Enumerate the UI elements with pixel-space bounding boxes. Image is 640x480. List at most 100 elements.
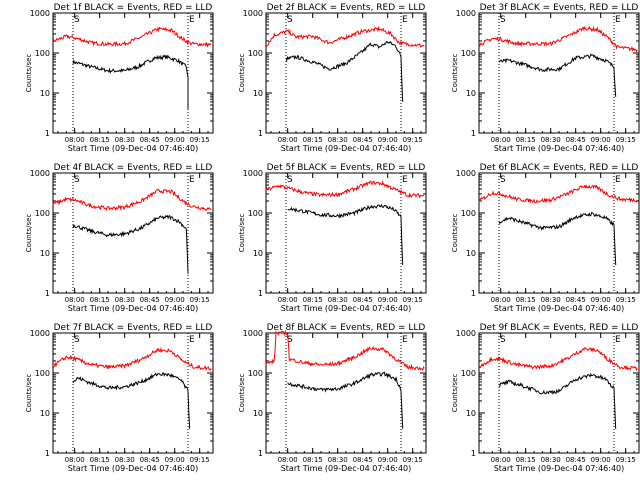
events-series-line (72, 214, 189, 274)
y-tick-label: 10 (253, 249, 263, 258)
plot-frame (478, 332, 640, 454)
end-marker-label: E (615, 15, 621, 25)
x-tick-label: 09:15 (616, 296, 636, 304)
y-tick-label: 10 (253, 89, 263, 98)
x-tick-label: 08:00 (491, 296, 511, 304)
x-axis-label: Start Time (09-Dec-04 07:46:40) (68, 304, 199, 313)
x-tick-label: 09:15 (190, 296, 210, 304)
events-series-line (285, 40, 404, 102)
y-tick-label: 1000 (243, 9, 263, 18)
end-marker-label: E (402, 15, 408, 25)
x-axis-label: Start Time (09-Dec-04 07:46:40) (281, 144, 412, 153)
panel-title: Det 8f BLACK = Events, RED = LLD (267, 323, 426, 333)
x-tick-label: 08:15 (516, 296, 536, 304)
x-tick-label: 08:30 (541, 296, 561, 304)
x-tick-label: 09:15 (403, 296, 423, 304)
events-series-line (72, 54, 189, 109)
x-axis-label: Start Time (09-Dec-04 07:46:40) (494, 144, 625, 153)
y-tick-label: 10 (466, 409, 476, 418)
x-tick-label: 09:00 (591, 456, 611, 464)
x-tick-label: 08:15 (516, 456, 536, 464)
y-tick-label: 1 (471, 289, 476, 298)
x-tick-label: 08:15 (303, 296, 323, 304)
detector-panel-6: Det 6f BLACK = Events, RED = LLD 1 10 100 10… (451, 163, 640, 313)
x-tick-label: 09:15 (190, 136, 210, 144)
x-tick-label: 08:45 (353, 456, 373, 464)
detector-panel-7: Det 7f BLACK = Events, RED = LLD 1 10 100 10… (25, 323, 214, 473)
x-tick-label: 08:15 (90, 456, 110, 464)
lld-series-line (265, 329, 425, 372)
y-tick-label: 1000 (456, 329, 476, 338)
x-tick-label: 09:15 (616, 136, 636, 144)
x-tick-label: 09:00 (378, 456, 398, 464)
detector-panel-5: Det 5f BLACK = Events, RED = LLD 1 10 100 10… (238, 163, 427, 313)
panel-title: Det 3f BLACK = Events, RED = LLD (480, 3, 639, 13)
plot-frame (478, 172, 640, 294)
y-tick-label: 1000 (30, 9, 50, 18)
y-tick-label: 1 (258, 449, 263, 458)
x-tick-label: 09:00 (165, 296, 185, 304)
y-axis-label: Counts/sec (25, 214, 33, 253)
x-axis-label: Start Time (09-Dec-04 07:46:40) (281, 304, 412, 313)
y-axis-label: Counts/sec (25, 374, 33, 413)
events-series-line (287, 203, 404, 266)
y-tick-label: 100 (461, 369, 476, 378)
x-tick-label: 08:45 (140, 136, 160, 144)
y-tick-label: 100 (461, 49, 476, 58)
x-tick-label: 08:15 (90, 296, 110, 304)
y-axis-label: Counts/sec (451, 54, 459, 93)
x-tick-label: 08:00 (65, 296, 85, 304)
x-tick-label: 09:00 (378, 296, 398, 304)
x-tick-label: 08:30 (115, 296, 135, 304)
x-tick-label: 09:00 (591, 296, 611, 304)
x-axis-label: Start Time (09-Dec-04 07:46:40) (281, 464, 412, 473)
x-tick-label: 09:15 (190, 456, 210, 464)
y-tick-label: 10 (40, 89, 50, 98)
y-tick-label: 1 (258, 129, 263, 138)
y-tick-label: 100 (248, 49, 263, 58)
panel-title: Det 7f BLACK = Events, RED = LLD (54, 323, 213, 333)
x-tick-label: 08:45 (353, 296, 373, 304)
y-tick-label: 1000 (456, 169, 476, 178)
x-tick-label: 08:15 (303, 136, 323, 144)
y-tick-label: 10 (466, 249, 476, 258)
detector-panel-4: Det 4f BLACK = Events, RED = LLD 1 10 100 10… (25, 163, 214, 313)
x-axis-label: Start Time (09-Dec-04 07:46:40) (68, 144, 199, 153)
x-tick-label: 08:15 (90, 136, 110, 144)
x-tick-label: 08:30 (328, 456, 348, 464)
end-marker-label: E (615, 175, 621, 185)
y-tick-label: 10 (253, 409, 263, 418)
detector-panel-3: Det 3f BLACK = Events, RED = LLD 1 10 100 10… (451, 3, 640, 153)
y-tick-label: 1 (45, 289, 50, 298)
x-axis-label: Start Time (09-Dec-04 07:46:40) (494, 304, 625, 313)
detector-panel-8: Det 8f BLACK = Events, RED = LLD 1 10 100 10… (238, 323, 427, 473)
events-series-line (287, 371, 404, 429)
y-tick-label: 1000 (243, 329, 263, 338)
events-series-line (498, 53, 617, 97)
lld-series-line (478, 347, 638, 372)
lld-series-line (52, 188, 212, 212)
panel-title: Det 9f BLACK = Events, RED = LLD (480, 323, 639, 333)
x-tick-label: 08:00 (491, 136, 511, 144)
lld-series-line (478, 184, 638, 204)
start-marker-label: S (74, 335, 80, 345)
end-marker-label: E (189, 175, 195, 185)
x-tick-label: 08:30 (115, 136, 135, 144)
x-tick-label: 08:45 (353, 136, 373, 144)
y-tick-label: 1 (258, 289, 263, 298)
x-tick-label: 09:00 (591, 136, 611, 144)
y-axis-label: Counts/sec (451, 214, 459, 253)
y-tick-label: 10 (40, 249, 50, 258)
end-marker-label: E (189, 15, 195, 25)
y-tick-label: 1 (45, 449, 50, 458)
x-tick-label: 09:00 (165, 136, 185, 144)
y-tick-label: 1 (45, 129, 50, 138)
y-tick-label: 1 (471, 449, 476, 458)
lld-series-line (52, 346, 212, 371)
y-tick-label: 100 (248, 209, 263, 218)
y-tick-label: 1000 (456, 9, 476, 18)
x-tick-label: 08:00 (278, 456, 298, 464)
end-marker-label: E (402, 175, 408, 185)
y-tick-label: 100 (35, 209, 50, 218)
